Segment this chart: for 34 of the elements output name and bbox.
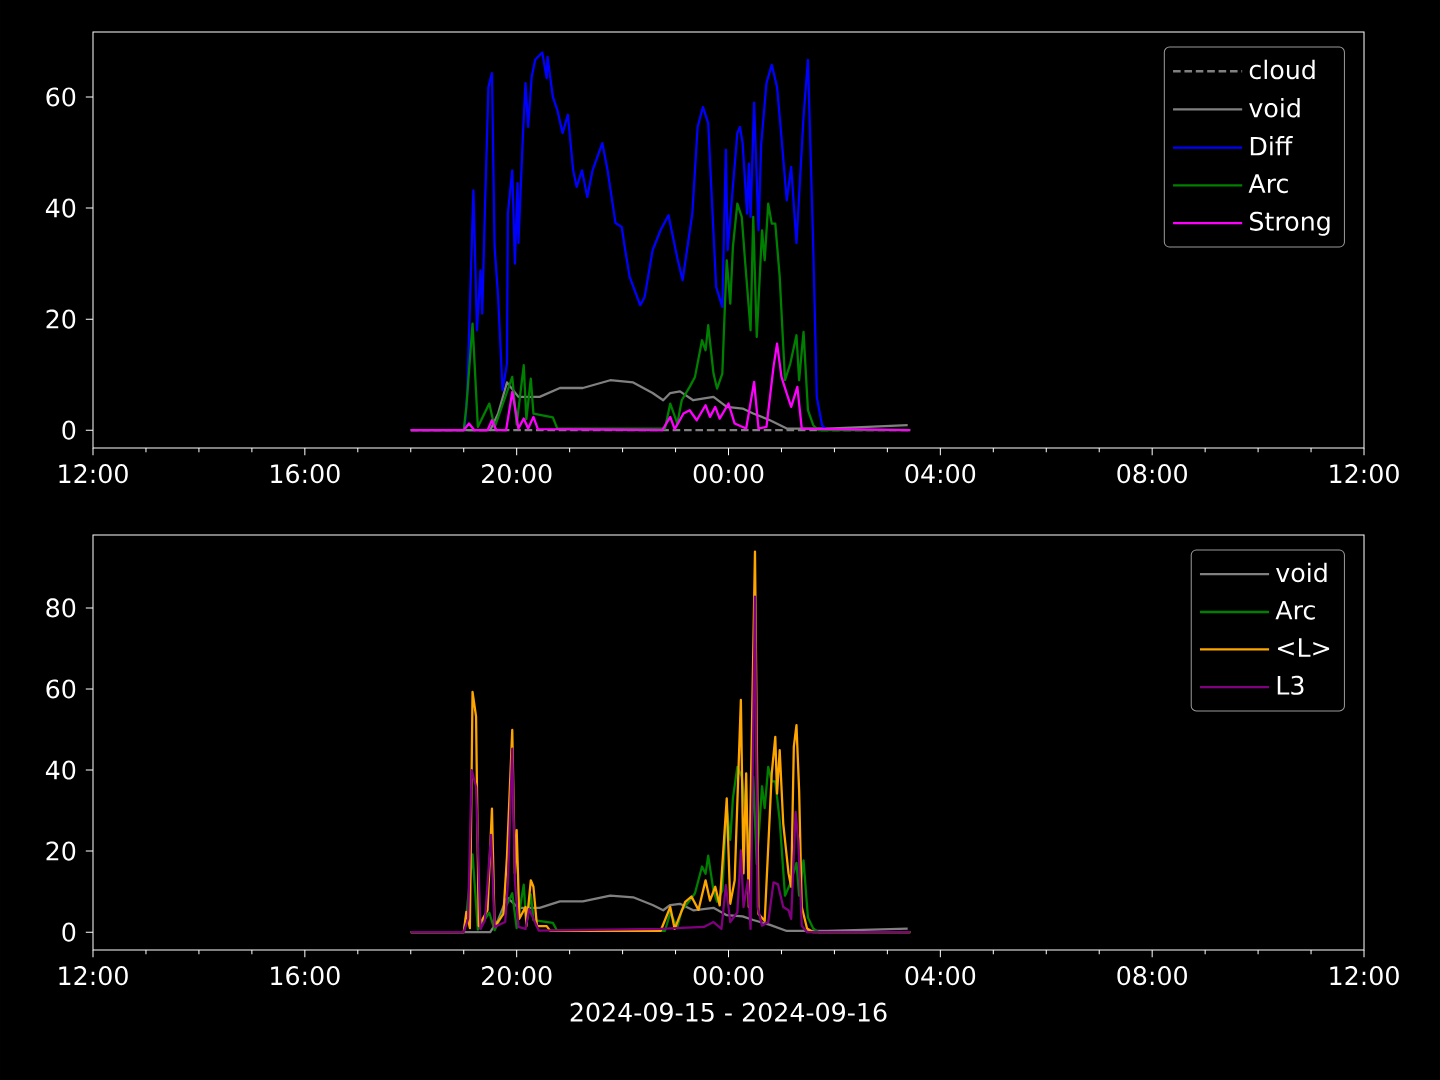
x-tick-label: 12:00 (1330, 966, 1399, 986)
legend-label: Arc (1248, 174, 1288, 194)
legend-label: Arc (1275, 600, 1315, 620)
legend-label: cloud (1249, 59, 1315, 80)
x-tick-label: 08:00 (1117, 966, 1187, 986)
x-tick-label: 12:00 (59, 966, 128, 986)
y-tick-label: 80 (46, 598, 76, 618)
y-tick-label: 20 (46, 841, 76, 861)
x-axis-title: 2024-09-15 - 2024-09-16 (570, 1002, 887, 1022)
x-tick-label: 16:00 (271, 464, 340, 484)
x-tick-label: 20:00 (482, 464, 552, 484)
line-series (409, 342, 912, 432)
y-tick-label: 0 (62, 922, 76, 942)
y-tick-label: 40 (45, 760, 76, 780)
x-tick-label: 04:00 (905, 966, 976, 986)
x-tick-label: 04:00 (905, 464, 976, 484)
x-tick-label: 00:00 (693, 966, 764, 986)
legend-label: L3 (1277, 675, 1304, 695)
y-tick-label: 40 (45, 198, 76, 218)
y-tick-label: 60 (46, 87, 76, 107)
legend-label: Strong (1250, 211, 1330, 236)
legend-label: void (1249, 97, 1300, 118)
y-tick-label: 20 (46, 309, 76, 329)
x-tick-label: 12:00 (1330, 464, 1399, 484)
legend-label: void (1276, 562, 1327, 583)
legend-label: <L> (1277, 638, 1330, 657)
x-tick-label: 20:00 (482, 966, 552, 986)
x-tick-label: 00:00 (693, 464, 764, 484)
x-tick-label: 16:00 (271, 966, 340, 986)
legend-label: Diff (1250, 136, 1293, 156)
y-tick-label: 60 (46, 679, 76, 699)
x-tick-label: 08:00 (1117, 464, 1187, 484)
y-tick-label: 0 (62, 420, 76, 440)
x-tick-label: 12:00 (59, 464, 128, 484)
